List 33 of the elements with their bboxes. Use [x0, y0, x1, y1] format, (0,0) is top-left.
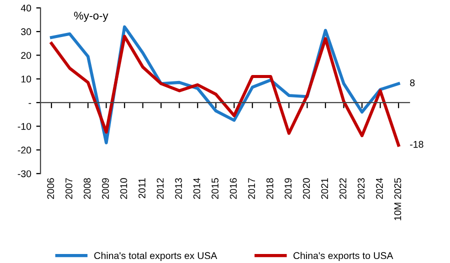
x-tick-label: 2011 [138, 178, 146, 198]
legend-label: China's total exports ex USA [94, 252, 218, 261]
x-tick-label: 10M 2025 [394, 178, 402, 220]
y-tick-label: 40 [20, 4, 32, 12]
x-tick-label: 2014 [193, 178, 200, 199]
y-tick-label: 30 [21, 28, 32, 36]
y-tick-label: -20 [18, 146, 32, 154]
y-tick-label: - [28, 103, 32, 104]
x-tick-label: 2008 [84, 178, 91, 199]
x-tick-label: 2006 [47, 178, 54, 199]
chart-title: %y-o-y [74, 12, 108, 22]
x-tick-label: 2012 [156, 178, 164, 199]
x-tick-label: 2024 [376, 178, 383, 199]
x-tick-label: 2016 [230, 178, 237, 199]
annotation: -18 [410, 140, 424, 148]
y-tick-label: 10 [21, 76, 32, 83]
x-tick-label: 2018 [266, 178, 274, 199]
x-tick-label: 2015 [212, 178, 218, 199]
annotation: 8 [410, 79, 415, 86]
y-tick-label: -30 [18, 170, 32, 178]
x-tick-label: 2017 [248, 178, 256, 199]
x-tick-label: 2020 [302, 178, 310, 199]
x-tick-label: 2013 [175, 178, 182, 199]
x-tick-label: 2022 [339, 178, 346, 199]
x-tick-label: 2009 [102, 178, 109, 199]
x-tick-label: 2023 [358, 178, 365, 199]
x-tick-label: 2010 [120, 178, 128, 199]
x-tick-label: 2007 [65, 178, 72, 199]
y-tick-label: -10 [18, 122, 32, 130]
x-tick-label: 2021 [321, 178, 328, 199]
y-tick-label: 20 [21, 52, 32, 59]
legend-label: China's exports to USA [294, 252, 394, 261]
x-tick-label: 2019 [284, 178, 292, 199]
